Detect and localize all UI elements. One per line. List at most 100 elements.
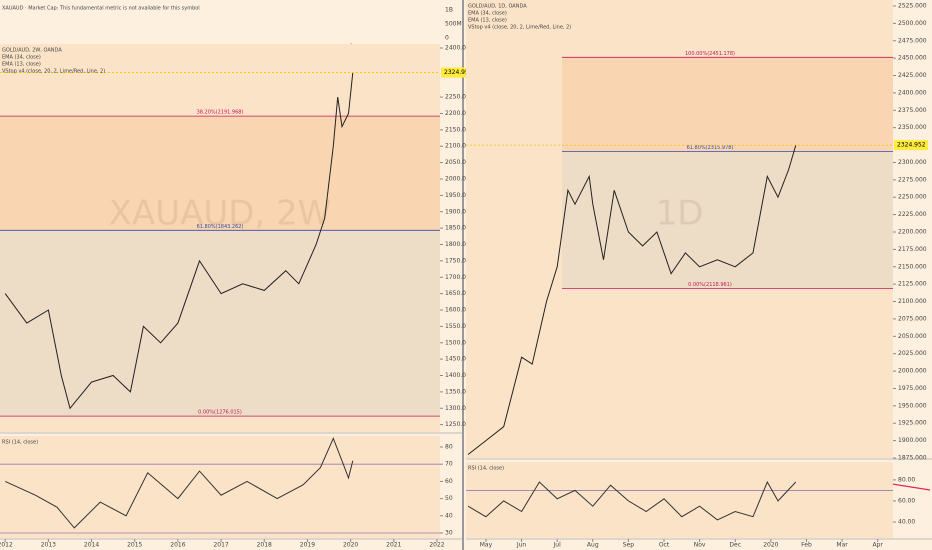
x-tick-label: Aug: [587, 542, 599, 549]
legend-line: RSI (14, close): [2, 440, 38, 446]
price-line: [467, 144, 797, 455]
x-tick-label: 2020: [763, 542, 778, 549]
y-tick-label: 1300.000: [445, 405, 474, 412]
y-tick-label: 1800.000: [445, 241, 474, 248]
y-tick-label: 2300.000: [898, 159, 927, 166]
y-tick-label: 30: [445, 530, 453, 537]
y-tick-label: 1950.000: [445, 192, 474, 199]
y-tick-label: 2400.000: [898, 89, 927, 96]
y-tick-label: 2150.000: [898, 263, 927, 270]
level-label: 61.80%(1843.262): [197, 224, 244, 230]
legend-line: VStop v4 (close, 20, 2, Lime/Red, Line, …: [468, 25, 571, 31]
x-tick-label: 2015: [127, 542, 142, 549]
last-price-tag: [894, 140, 928, 151]
last-price-label: 2324.952: [444, 69, 473, 76]
y-tick-label: 2100.000: [445, 143, 474, 150]
level-label: 38.20%(2191.968): [197, 110, 244, 116]
x-tick-label: 2012: [0, 542, 13, 549]
y-tick-label: 2100.000: [898, 298, 927, 305]
y-tick-label: 1700.000: [445, 274, 474, 281]
legend-line: EMA (13, close): [468, 18, 507, 24]
x-tick-label: 2013: [41, 542, 56, 549]
y-tick-label: 1400.000: [445, 372, 474, 379]
y-tick-label: 1750.000: [445, 257, 474, 264]
y-tick-label: 1350.000: [445, 388, 474, 395]
y-tick-label: 2275.000: [898, 176, 927, 183]
y-tick-label: 40: [445, 512, 453, 519]
y-tick-label: 2050.000: [445, 159, 474, 166]
y-tick-label: 2025.000: [898, 350, 927, 357]
legend-line: GOLD/AUD, 2W, OANDA: [2, 48, 62, 54]
y-tick-label: 2375.000: [898, 107, 927, 114]
legend-line: VStop v4 (close, 20, 2, Lime/Red, Line, …: [2, 69, 105, 75]
y-tick-label: 2150.000: [445, 126, 474, 133]
legend-line: GOLD/AUD, 1D, OANDA: [468, 4, 527, 10]
y-tick-label: 1650.000: [445, 290, 474, 297]
y-tick-label: 2250.000: [445, 94, 474, 101]
volume-tick-label: 1B: [445, 7, 453, 14]
x-tick-label: Sep: [623, 542, 635, 549]
y-tick-label: 1975.000: [898, 385, 927, 392]
y-tick-label: 1250.000: [445, 421, 474, 428]
fib-band: [0, 230, 440, 417]
y-tick-label: 2200.000: [445, 110, 474, 117]
y-tick-label: 70: [445, 461, 453, 468]
level-label: 0.00%(1276.015): [198, 410, 242, 416]
y-tick-label: 2050.000: [898, 333, 927, 340]
y-tick-label: 2000.000: [445, 175, 474, 182]
y-tick-label: 2500.000: [898, 20, 927, 27]
y-tick-label: 1925.000: [898, 420, 927, 427]
y-tick-label: 1850.000: [445, 225, 474, 232]
y-tick-label: 60.00: [898, 497, 915, 504]
y-tick-label: 2075.000: [898, 315, 927, 322]
x-tick-label: 2021: [386, 542, 401, 549]
y-tick-label: 60: [445, 478, 453, 485]
info-line: XAUAUD · Market Cap: This fundamental me…: [2, 6, 200, 12]
fib-band: [0, 116, 440, 231]
x-tick-label: 2019: [300, 542, 315, 549]
legend-line: EMA (13, close): [2, 62, 41, 68]
watermark: XAUAUD, 2W: [109, 194, 332, 234]
legend-line: EMA (34, close): [2, 55, 41, 61]
x-tick-label: Dec: [729, 542, 741, 549]
y-tick-label: 2475.000: [898, 37, 927, 44]
y-tick-label: 2250.000: [898, 194, 927, 201]
price-line: [4, 72, 354, 410]
x-tick-label: 2020: [343, 542, 358, 549]
x-tick-label: Mar: [836, 542, 848, 549]
x-tick-label: Jul: [553, 542, 562, 549]
x-tick-label: Jun: [516, 542, 527, 549]
x-tick-label: Apr: [872, 542, 883, 549]
y-tick-label: 2450.000: [898, 55, 927, 62]
y-tick-label: 2525.000: [898, 2, 927, 9]
y-tick-label: 2200.000: [898, 228, 927, 235]
x-tick-label: May: [480, 542, 493, 549]
price-line: [4, 437, 354, 529]
y-tick-label: 80: [445, 444, 453, 451]
watermark: 1D: [656, 194, 704, 234]
x-tick-label: 2017: [213, 542, 228, 549]
volume-tick-label: 500M: [445, 21, 462, 28]
price-line: [467, 480, 797, 521]
y-tick-label: 2125.000: [898, 281, 927, 288]
x-tick-label: Feb: [801, 542, 812, 549]
y-tick-label: 2175.000: [898, 246, 927, 253]
fib-band: [562, 57, 893, 152]
legend-line: EMA (34, close): [468, 11, 507, 17]
y-tick-label: 2425.000: [898, 72, 927, 79]
y-tick-label: 50: [445, 495, 453, 502]
y-tick-label: 80.00: [898, 476, 915, 483]
pane: [0, 436, 440, 538]
volume-tick-label: 0: [445, 35, 449, 42]
y-tick-label: 2400.000: [445, 44, 474, 51]
last-price-label: 2324.952: [897, 142, 926, 149]
level-label: 0.00%(2118.961): [688, 282, 732, 288]
y-tick-label: 1450.000: [445, 356, 474, 363]
x-tick-label: 2016: [170, 542, 185, 549]
y-tick-label: 40.00: [898, 519, 915, 526]
y-tick-label: 1900.000: [445, 208, 474, 215]
last-price-tag: [441, 67, 475, 78]
y-tick-label: 1550.000: [445, 323, 474, 330]
y-tick-label: 1875.000: [898, 455, 927, 462]
